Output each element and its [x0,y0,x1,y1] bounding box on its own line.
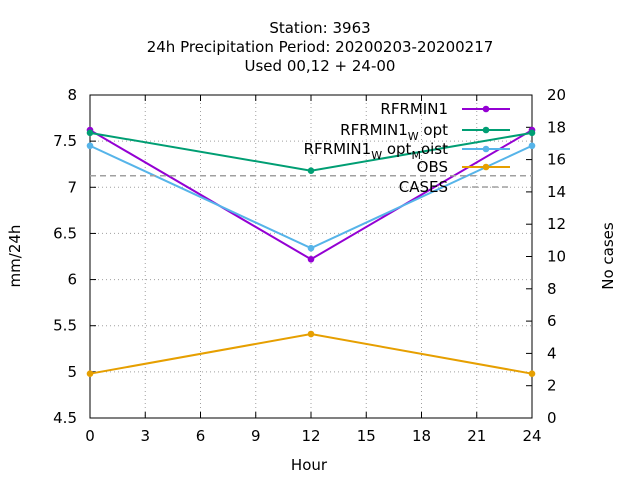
legend-label: CASES [399,178,448,196]
x-tick-label: 3 [140,427,150,445]
legend-entry: OBS [417,158,510,176]
data-point [307,255,315,263]
data-point [86,370,94,378]
data-point [307,330,315,338]
legend-sample-point [482,163,490,171]
y2-tick-label: 16 [547,151,566,169]
y2-tick-label: 2 [547,377,557,395]
y2-tick-label: 18 [547,118,566,136]
x-tick-label: 24 [522,427,541,445]
x-tick-label: 15 [357,427,376,445]
y-axis-label: mm/24h [6,225,24,288]
y2-tick-label: 4 [547,344,557,362]
x-tick-label: 12 [301,427,320,445]
legend-sample-point [482,126,490,134]
title-used: Used 00,12 + 24-00 [245,57,396,75]
y-tick-label: 7 [67,178,77,196]
legend-entry: RFRMIN1W optMoist [304,140,510,162]
legend-sample-point [482,105,490,113]
x-tick-label: 21 [467,427,486,445]
y-tick-label: 5 [67,363,77,381]
x-axis-label: Hour [291,456,328,474]
legend-label: RFRMIN1W optMoist [304,140,449,162]
legend-label: RFRMIN1 [380,100,448,118]
data-point [307,244,315,252]
legend-entry: CASES [399,178,510,196]
legend-label: OBS [417,158,448,176]
series-rfrmin1-w-opt-m-oist [86,142,536,252]
plot-border [89,94,533,419]
x-tick-label: 9 [251,427,261,445]
y-tick-label: 7.5 [53,132,77,150]
y2-tick-label: 20 [547,86,566,104]
data-point [528,142,536,150]
legend-sample-point [482,145,490,153]
legend-label: RFRMIN1W opt [340,121,448,143]
series-layer [86,126,536,378]
y2-tick-label: 6 [547,312,557,330]
y-tick-label: 6 [67,271,77,289]
data-point [86,129,94,137]
y2-tick-label: 10 [547,248,566,266]
y2-tick-label: 14 [547,183,566,201]
y2-tick-label: 8 [547,280,557,298]
series-line [89,144,533,250]
x-tick-label: 6 [196,427,206,445]
x-tick-label: 18 [412,427,431,445]
y-tick-label: 5.5 [53,317,77,335]
chart-title-block: Station: 3963 24h Precipitation Period: … [147,19,494,75]
legend-entry: RFRMIN1W opt [340,121,510,143]
title-period: 24h Precipitation Period: 20200203-20200… [147,38,494,56]
y-tick-label: 6.5 [53,224,77,242]
y2-tick-label: 0 [547,409,557,427]
data-point [86,142,94,150]
y2-tick-label: 12 [547,215,566,233]
x-tick-label: 0 [85,427,95,445]
y2-axis-label: No cases [599,222,617,290]
series-obs [86,330,536,378]
grid [90,95,532,418]
data-point [528,129,536,137]
y-tick-label: 8 [67,86,77,104]
data-point [307,167,315,174]
data-point [528,370,536,378]
legend-entry: RFRMIN1 [380,100,510,118]
series-rfrmin1-w-opt [86,129,536,174]
axes: 0 3 6 9 12 15 18 21 244.555.566.577.580246810121… [53,86,566,445]
title-station: Station: 3963 [269,19,370,37]
y-tick-label: 4.5 [53,409,77,427]
